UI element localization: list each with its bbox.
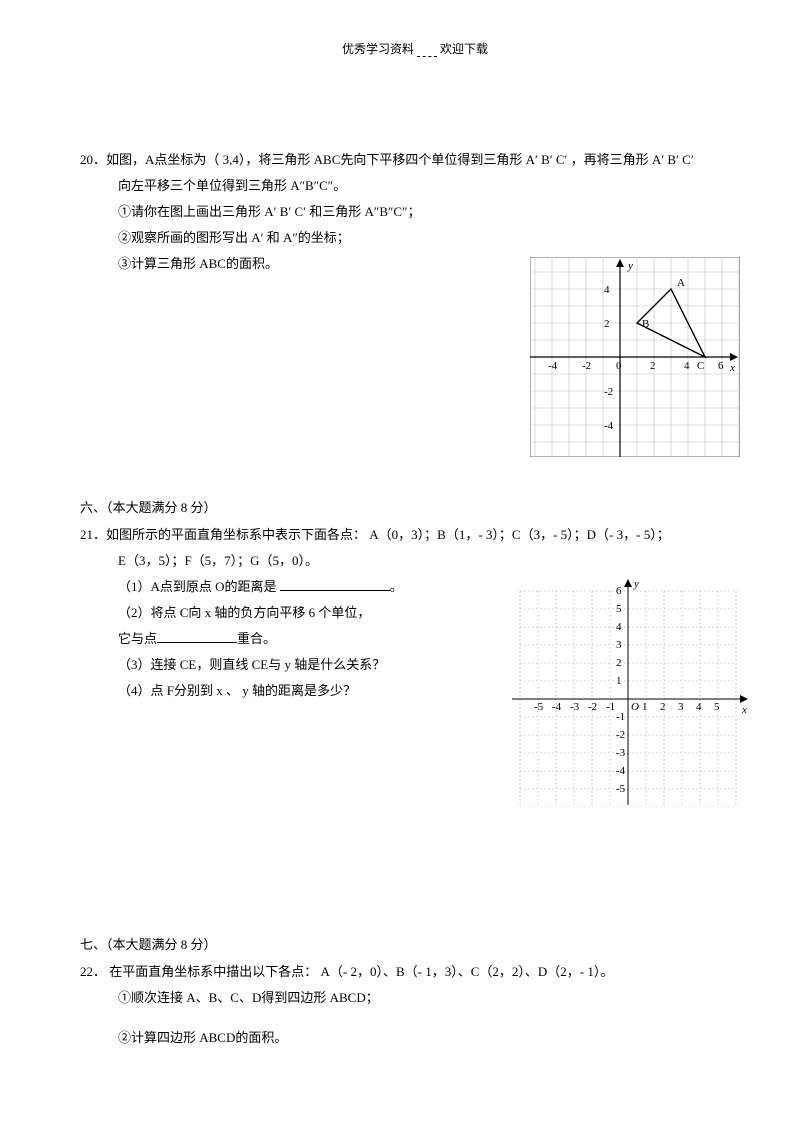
svg-text:5: 5 bbox=[714, 701, 720, 713]
svg-text:x: x bbox=[741, 704, 747, 716]
q20-figure: -4 -2 0 2 4 6 2 4 -2 -4 y x A B C bbox=[530, 257, 740, 466]
svg-text:3: 3 bbox=[678, 701, 684, 713]
q22-line1: 在平面直角坐标系中描出以下各点： A（- 2，0）、B（- 1，3）、C（2，2… bbox=[106, 964, 613, 979]
q20-line2: 向左平移三个单位得到三角形 A″B″C″。 bbox=[80, 173, 750, 199]
svg-text:-1: -1 bbox=[616, 711, 625, 723]
svg-text:3: 3 bbox=[616, 639, 622, 651]
svg-text:-4: -4 bbox=[548, 360, 558, 372]
q21-blank-2[interactable] bbox=[157, 628, 237, 643]
svg-text:4: 4 bbox=[696, 701, 702, 713]
svg-text:B: B bbox=[642, 318, 649, 330]
q22-line2: ①顺次连接 A、B、C、D得到四边形 ABCD； bbox=[80, 985, 750, 1011]
q21-line3a: （1）A点到原点 O的距离是 bbox=[118, 579, 277, 594]
svg-text:1: 1 bbox=[642, 701, 648, 713]
svg-text:5: 5 bbox=[616, 603, 622, 615]
svg-text:C: C bbox=[697, 360, 704, 372]
svg-text:4: 4 bbox=[684, 360, 690, 372]
q22-line3: ②计算四边形 ABCD的面积。 bbox=[80, 1025, 750, 1051]
q21-number: 21． bbox=[80, 527, 106, 542]
svg-text:-5: -5 bbox=[534, 701, 544, 713]
q22-number: 22． bbox=[80, 964, 106, 979]
page-header: 优秀学习资料 欢迎下载 bbox=[80, 40, 750, 57]
svg-text:-1: -1 bbox=[606, 701, 615, 713]
section-7-heading: 七、（本大题满分 8 分） bbox=[80, 934, 750, 953]
svg-text:2: 2 bbox=[660, 701, 666, 713]
svg-text:-2: -2 bbox=[616, 729, 625, 741]
q21-line3b: 。 bbox=[390, 579, 403, 594]
svg-text:2: 2 bbox=[616, 657, 622, 669]
svg-text:-4: -4 bbox=[552, 701, 562, 713]
q20-line3: ①请你在图上画出三角形 A′ B′ C′ 和三角形 A″B″C″； bbox=[80, 199, 750, 225]
svg-text:6: 6 bbox=[718, 360, 724, 372]
svg-text:2: 2 bbox=[604, 318, 610, 330]
q21-line1: 如图所示的平面直角坐标系中表示下面各点： A（0，3）；B（1，- 3）；C（3… bbox=[106, 527, 670, 542]
header-right: 欢迎下载 bbox=[440, 42, 488, 56]
question-20: 20．如图，A点坐标为（ 3,4），将三角形 ABC先向下平移四个单位得到三角形… bbox=[80, 147, 750, 457]
svg-text:O: O bbox=[631, 701, 639, 713]
question-22: 22． 在平面直角坐标系中描出以下各点： A（- 2，0）、B（- 1，3）、C… bbox=[80, 959, 750, 1051]
svg-text:4: 4 bbox=[616, 621, 622, 633]
svg-text:-2: -2 bbox=[588, 701, 597, 713]
svg-text:-3: -3 bbox=[616, 747, 626, 759]
svg-text:x: x bbox=[729, 362, 735, 374]
q21-line2: E（3，5）；F（5，7）；G（5，0）。 bbox=[80, 548, 750, 574]
q21-figure: -5-4-3-2-112345-5-4-3-2-1123456yxO bbox=[510, 577, 750, 816]
q20-number: 20． bbox=[80, 152, 106, 167]
section-6-heading: 六、（本大题满分 8 分） bbox=[80, 497, 750, 516]
svg-text:4: 4 bbox=[604, 284, 610, 296]
q21-line5: 它与点 bbox=[118, 631, 157, 646]
svg-text:A: A bbox=[677, 277, 685, 289]
svg-text:6: 6 bbox=[616, 585, 622, 597]
svg-text:-4: -4 bbox=[616, 765, 626, 777]
svg-text:1: 1 bbox=[616, 675, 622, 687]
svg-text:-4: -4 bbox=[604, 420, 614, 432]
svg-text:-3: -3 bbox=[570, 701, 580, 713]
q21-line5b: 重合。 bbox=[237, 631, 276, 646]
svg-text:0: 0 bbox=[616, 360, 622, 372]
svg-text:y: y bbox=[627, 260, 633, 272]
svg-text:-5: -5 bbox=[616, 783, 626, 795]
header-left: 优秀学习资料 bbox=[342, 42, 414, 56]
svg-text:-2: -2 bbox=[604, 386, 613, 398]
question-21: 21．如图所示的平面直角坐标系中表示下面各点： A（0，3）；B（1，- 3）；… bbox=[80, 522, 750, 894]
q20-line1: 如图，A点坐标为（ 3,4），将三角形 ABC先向下平移四个单位得到三角形 A′… bbox=[106, 152, 694, 167]
svg-text:2: 2 bbox=[650, 360, 656, 372]
svg-text:y: y bbox=[633, 578, 639, 590]
q21-blank-1[interactable] bbox=[280, 576, 390, 591]
q20-line4: ②观察所画的图形写出 A′ 和 A″的坐标； bbox=[80, 225, 750, 251]
svg-text:-2: -2 bbox=[582, 360, 591, 372]
